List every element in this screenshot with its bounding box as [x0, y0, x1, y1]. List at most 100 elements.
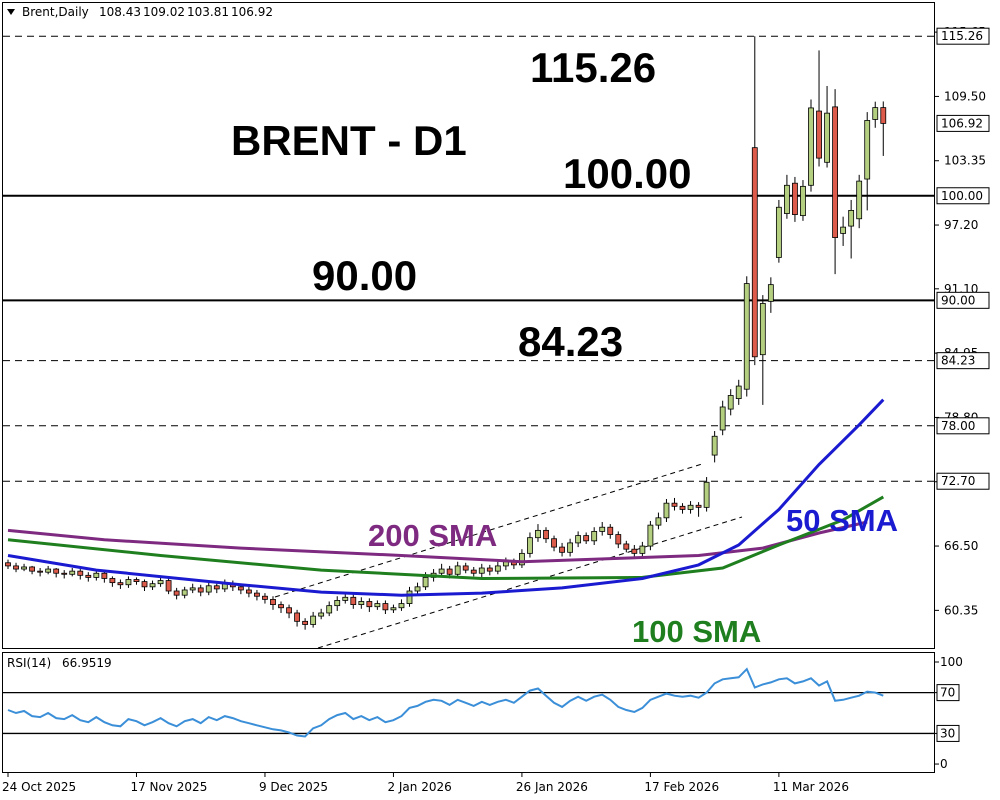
candle-body [109, 578, 116, 584]
candle-body [751, 147, 758, 358]
candle-body [767, 284, 774, 302]
candle-body [543, 529, 549, 540]
y-tick-box [936, 684, 960, 702]
candle-body [213, 585, 220, 590]
candle-body [21, 566, 27, 570]
candle-body [607, 526, 614, 535]
x-tick-label: 17 Feb 2026 [644, 780, 719, 794]
x-tick-label: 9 Dec 2025 [259, 780, 328, 794]
ohlc-low: 103.81 [187, 5, 229, 19]
candle-body [302, 620, 309, 625]
symbol-title: Brent,Daily [22, 5, 89, 19]
candle-body [173, 590, 180, 596]
rsi-value: 66.9519 [62, 656, 112, 670]
level-label: 84.23 [941, 354, 975, 368]
level-label: 115.26 [941, 29, 983, 43]
candle-body [559, 546, 565, 553]
candle-body [478, 567, 485, 574]
candle-body [759, 303, 766, 356]
sma-label: 50 SMA [786, 503, 898, 538]
candle-body [382, 603, 389, 611]
plot-layer [3, 35, 935, 738]
level-label: 78.00 [941, 419, 975, 433]
candle-body [454, 565, 461, 575]
candle-body [631, 548, 638, 554]
candle-body [254, 592, 260, 597]
candle-body [679, 505, 686, 510]
y-tick-label: 66.50 [944, 539, 978, 553]
y-tick-label: 0 [940, 757, 948, 771]
candle-body [245, 589, 252, 594]
y-tick-label: 60.35 [944, 603, 978, 617]
candle-body [85, 574, 92, 578]
annotation: 84.23 [518, 318, 623, 365]
level-label-box [936, 291, 990, 309]
candle-body [422, 577, 429, 588]
candle-body [45, 568, 52, 573]
candle-body [599, 526, 606, 532]
candle-body [784, 184, 790, 214]
candle-body [535, 529, 541, 539]
candle-body [735, 385, 742, 400]
candle-body [438, 568, 445, 574]
channel-lower [317, 516, 743, 649]
candle-body [117, 582, 124, 586]
candle-body [856, 180, 863, 220]
candle-body [13, 565, 19, 570]
candle-body [824, 112, 830, 163]
candle-body [181, 589, 188, 596]
candle-body [270, 598, 276, 606]
rsi-pane [2, 652, 935, 773]
candle-body [93, 572, 100, 578]
annotation: BRENT - D1 [231, 117, 467, 164]
candle-body [575, 535, 582, 544]
candle-body [655, 517, 662, 526]
candle-body [623, 543, 630, 550]
candle-body [69, 570, 76, 575]
candle-body [366, 601, 373, 608]
menu-triangle[interactable] [7, 9, 15, 15]
candle-body [840, 226, 847, 234]
y-tick-label: 109.50 [944, 89, 986, 103]
ohlc-close: 106.92 [231, 5, 273, 19]
candle-body [141, 581, 148, 588]
candle-body [77, 570, 84, 576]
candle-body [165, 580, 172, 592]
level-label-box [936, 417, 990, 435]
candle-body [792, 182, 798, 215]
candle-body [880, 107, 887, 124]
candle-body [310, 615, 317, 625]
candle-body [334, 600, 341, 607]
candle-body [350, 596, 357, 606]
candle-body [775, 206, 782, 258]
x-tick-label: 2 Jan 2026 [387, 780, 451, 794]
candle-body [462, 565, 469, 571]
y-tick-label: 97.20 [944, 218, 978, 232]
candle-body [446, 568, 453, 575]
candle-body [358, 601, 365, 606]
candle-body [848, 209, 855, 227]
candle-body [519, 552, 525, 566]
candle-body [125, 579, 132, 586]
candle-body [711, 435, 718, 456]
candle-body [663, 502, 670, 519]
candle-body [262, 595, 268, 600]
ohlc-high: 109.02 [143, 5, 185, 19]
candle-body [615, 534, 622, 545]
candle-body [816, 110, 822, 159]
candle-body [29, 566, 35, 572]
level-label-box [936, 472, 990, 490]
candle-body [470, 569, 477, 574]
x-tick-label: 11 Mar 2026 [773, 780, 849, 794]
candle-body [133, 579, 140, 583]
candle-body [5, 562, 11, 567]
sma-label: 100 SMA [632, 614, 761, 649]
candle-body [872, 107, 879, 120]
candle-body [567, 542, 573, 553]
rsi-title: RSI(14) [7, 656, 51, 670]
channel-upper [274, 463, 703, 598]
level-label-box [936, 187, 990, 205]
candle-body [53, 568, 60, 574]
current-price: 106.92 [941, 116, 983, 130]
